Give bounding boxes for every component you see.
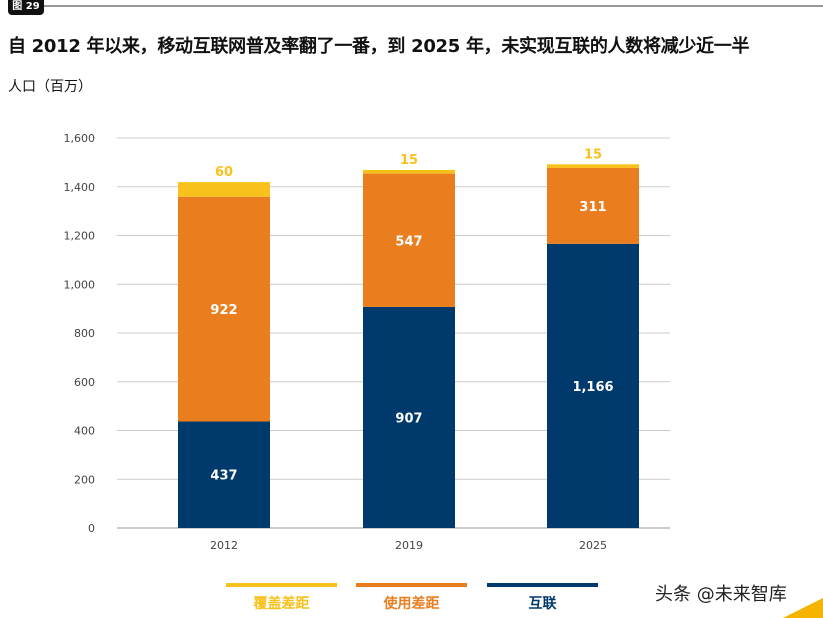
legend-swatch	[356, 583, 467, 587]
bar-segment	[363, 173, 455, 307]
y-tick-label: 1,000	[64, 278, 96, 291]
legend-item-usage-gap: 使用差距	[356, 583, 467, 613]
legend-label: 覆盖差距	[253, 596, 310, 612]
data-label: 60	[215, 165, 233, 180]
data-label: 15	[400, 153, 418, 168]
x-tick-label: 2012	[210, 539, 238, 552]
x-tick-label: 2025	[579, 539, 607, 552]
data-label: 547	[395, 234, 422, 249]
bar-segment	[178, 421, 270, 528]
legend-swatch	[487, 583, 598, 587]
legend-item-connected: 互联	[487, 583, 598, 613]
y-tick-label: 1,400	[64, 181, 96, 194]
bar-segment	[363, 306, 455, 528]
y-tick-label: 200	[74, 473, 95, 486]
y-tick-label: 1,600	[64, 132, 96, 145]
bar-segment	[547, 243, 639, 528]
x-tick-label: 2019	[395, 539, 423, 552]
legend-item-coverage-gap: 覆盖差距	[226, 583, 337, 613]
y-tick-label: 400	[74, 425, 95, 438]
bar-segment	[178, 182, 270, 197]
y-tick-label: 600	[74, 376, 95, 389]
bar-segment	[547, 164, 639, 168]
y-axis-label: 人口（百万）	[8, 79, 92, 95]
y-tick-label: 0	[88, 522, 95, 535]
legend-label: 使用差距	[383, 596, 440, 612]
data-label: 907	[395, 411, 422, 426]
bar-segment	[363, 169, 455, 174]
bar-segment	[178, 196, 270, 422]
watermark: 头条 @未来智库	[655, 584, 787, 605]
legend-label: 互联	[528, 596, 557, 612]
y-tick-label: 1,200	[64, 230, 96, 243]
corner-decoration	[783, 598, 823, 618]
chart-title: 自 2012 年以来，移动互联网普及率翻了一番，到 2025 年，未实现互联的人…	[8, 36, 750, 57]
bar-segment	[547, 167, 639, 244]
header-rule	[44, 5, 823, 7]
data-label: 311	[579, 200, 606, 215]
data-label: 922	[210, 303, 237, 318]
data-label: 437	[210, 469, 237, 484]
y-tick-label: 800	[74, 327, 95, 340]
data-label: 15	[584, 147, 602, 162]
figure-tag: 图 29	[8, 0, 44, 15]
legend-swatch	[226, 583, 337, 587]
data-label: 1,166	[572, 380, 613, 395]
